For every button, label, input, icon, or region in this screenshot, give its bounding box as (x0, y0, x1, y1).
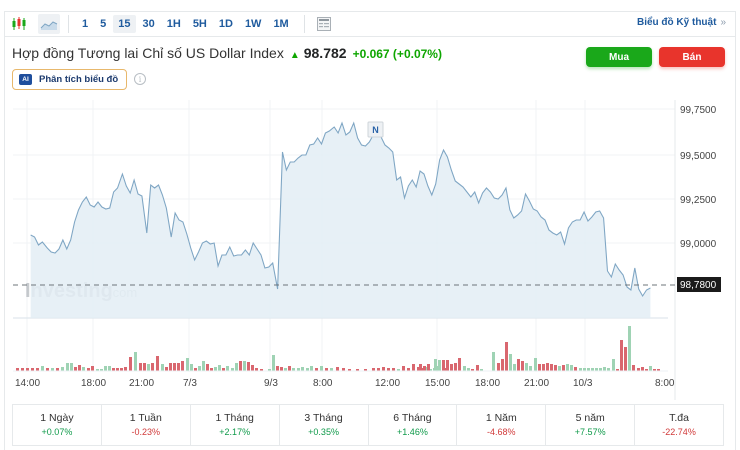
x-tick-label: 7/3 (183, 378, 197, 389)
candlestick-icon[interactable] (8, 14, 30, 34)
price-chart[interactable]: Investing .com N 99,7500 99,5000 99,2500… (0, 0, 740, 400)
instrument-header: Hợp đồng Tương lai Chỉ số US Dollar Inde… (12, 45, 442, 61)
x-tick-label: 21:00 (129, 378, 154, 389)
technical-chart-link[interactable]: Biểu đồ Kỹ thuật» (637, 17, 726, 28)
svg-text:98,7800: 98,7800 (680, 280, 717, 291)
perf-value: -4.68% (487, 427, 516, 437)
arrow-up-icon: ▲ (289, 50, 300, 61)
y-tick-label: 99,5000 (680, 151, 717, 162)
timeframe-1w[interactable]: 1W (244, 17, 262, 30)
timeframe-5h[interactable]: 5H (192, 17, 207, 30)
perf-label: T.đa (669, 412, 689, 424)
perf-max[interactable]: T.đa -22.74% (635, 405, 723, 445)
instrument-title: Hợp đồng Tương lai Chỉ số US Dollar Inde… (12, 45, 284, 61)
x-tick-label: 14:00 (15, 378, 40, 389)
y-tick-label: 99,0000 (680, 239, 717, 250)
timeframe-1m[interactable]: 1M (273, 17, 289, 30)
svg-text:N: N (372, 125, 379, 135)
double-chevron-right-icon: » (720, 17, 726, 28)
volume-bars (16, 326, 660, 371)
x-tick-label: 21:00 (524, 378, 549, 389)
x-tick-label: 18:00 (475, 378, 500, 389)
toolbar-divider (68, 14, 69, 33)
performance-table: 1 Ngày +0.07% 1 Tuần -0.23% 1 Tháng +2.1… (12, 404, 724, 446)
perf-label: 1 Năm (485, 412, 517, 424)
x-tick-label: 9/3 (264, 378, 278, 389)
x-tick-label: 12:00 (375, 378, 400, 389)
chart-widget (4, 11, 736, 450)
perf-value: -22.74% (662, 427, 696, 437)
x-tick-label: 8:00 (655, 378, 675, 389)
perf-1-month[interactable]: 1 Tháng +2.17% (191, 405, 280, 445)
technical-chart-label: Biểu đồ Kỹ thuật (636, 17, 717, 28)
perf-value: -0.23% (131, 427, 161, 437)
y-tick-label: 99,7500 (680, 105, 717, 116)
perf-value: +2.17% (219, 427, 251, 437)
last-price: 98.782 (303, 45, 347, 61)
perf-label: 1 Tuần (129, 412, 162, 424)
ai-icon: AI (19, 74, 32, 85)
toolbar-divider (303, 14, 305, 33)
perf-label: 1 Tháng (215, 412, 254, 424)
timeframe-1d[interactable]: 1D (218, 17, 233, 30)
x-tick-label: 18:00 (81, 378, 106, 389)
perf-label: 1 Ngày (40, 412, 74, 424)
perf-value: +1.46% (397, 427, 428, 437)
x-tick-label: 10/3 (573, 378, 593, 389)
buy-button[interactable]: Mua (586, 47, 652, 67)
timeframe-5[interactable]: 5 (100, 17, 107, 30)
ai-chart-analysis-button[interactable]: AI Phân tích biểu đồ (12, 69, 128, 90)
chart-toolbar: 1 5 15 30 1H 5H 1D 1W 1M Biểu đồ Kỹ thuậ… (4, 11, 736, 37)
layout-icon[interactable] (313, 14, 335, 34)
info-icon[interactable]: i (134, 73, 146, 85)
x-tick-label: 8:00 (313, 378, 333, 389)
perf-value: +7.57% (574, 427, 606, 437)
price-line (30, 121, 651, 298)
timeframe-30[interactable]: 30 (142, 17, 155, 30)
news-marker[interactable]: N (367, 121, 384, 138)
sell-button[interactable]: Bán (659, 47, 725, 67)
perf-1-week[interactable]: 1 Tuần -0.23% (102, 405, 191, 445)
price-change: +0.067 (+0.07%) (352, 47, 442, 61)
timeframe-1[interactable]: 1 (82, 17, 89, 30)
perf-label: 3 Tháng (304, 412, 343, 424)
x-tick-label: 15:00 (425, 378, 450, 389)
timeframe-15[interactable]: 15 (113, 14, 136, 33)
current-price-label: 98,7800 (677, 277, 721, 292)
price-area (30, 123, 651, 318)
perf-value: +0.35% (308, 427, 339, 437)
perf-1-day[interactable]: 1 Ngày +0.07% (13, 405, 102, 445)
perf-5-year[interactable]: 5 năm +7.57% (546, 405, 636, 445)
perf-6-month[interactable]: 6 Tháng +1.46% (369, 405, 458, 445)
perf-label: 5 năm (575, 412, 605, 424)
perf-3-month[interactable]: 3 Tháng +0.35% (280, 405, 369, 445)
ai-button-label: Phân tích biểu đồ (39, 74, 119, 85)
perf-value: +0.07% (41, 427, 73, 437)
perf-1-year[interactable]: 1 Năm -4.68% (457, 405, 547, 445)
area-chart-icon[interactable] (38, 13, 60, 34)
timeframe-1h[interactable]: 1H (166, 17, 181, 30)
perf-label: 6 Tháng (393, 412, 432, 424)
y-tick-label: 99,2500 (680, 195, 717, 206)
